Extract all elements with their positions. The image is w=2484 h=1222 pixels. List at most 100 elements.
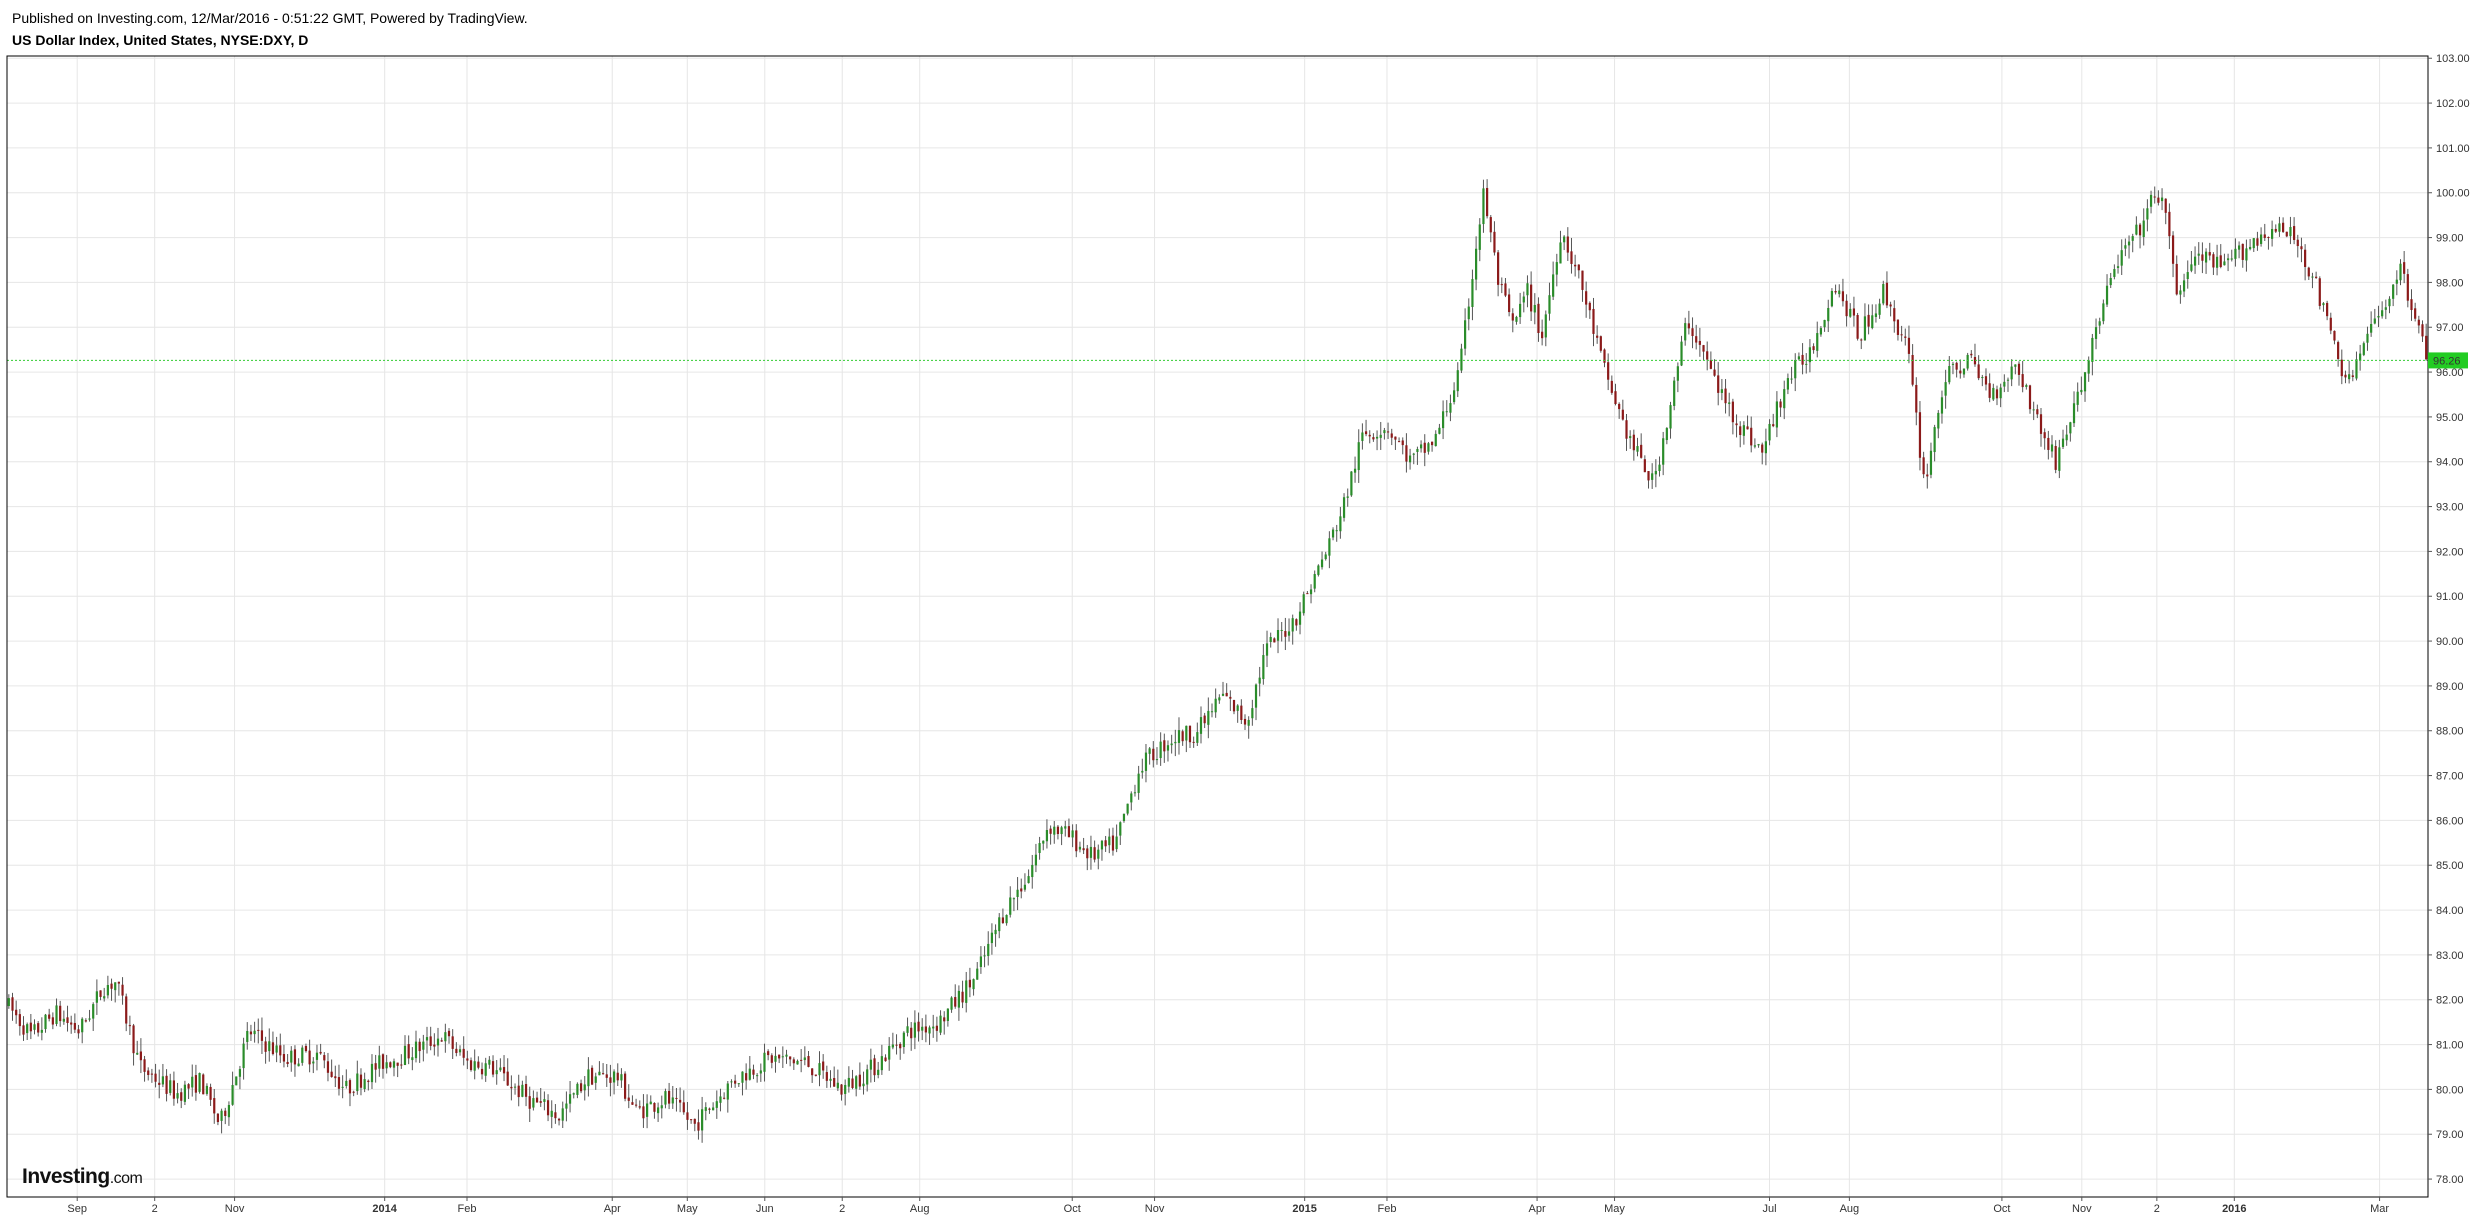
candle-body [807, 1056, 810, 1067]
candle-body [1959, 370, 1962, 374]
candle-body [128, 1025, 131, 1027]
candle [257, 1018, 260, 1044]
candle [1856, 312, 1859, 341]
candle-body [1790, 378, 1793, 380]
candle-body [1629, 436, 1632, 439]
candle [1449, 394, 1452, 422]
candle-body [1651, 473, 1654, 480]
candle [488, 1056, 491, 1069]
candle-body [1504, 283, 1507, 296]
candle [2237, 241, 2241, 259]
candle [866, 1064, 869, 1092]
candle-body [1229, 696, 1232, 699]
candle [1918, 401, 1922, 471]
candle-body [411, 1057, 414, 1061]
candle [1944, 369, 1947, 409]
candle [1812, 343, 1815, 354]
candle-body [917, 1021, 920, 1032]
candle [2337, 340, 2340, 367]
candle-body [2340, 359, 2343, 377]
candle [1819, 326, 1823, 337]
candle [1757, 443, 1760, 448]
candle-body [2168, 211, 2171, 237]
candle [224, 1107, 227, 1125]
candle [1163, 733, 1166, 763]
candle-body [594, 1076, 597, 1083]
candle-body [55, 1005, 58, 1024]
candle [2296, 234, 2299, 258]
candle [796, 1059, 799, 1065]
y-tick-label: 95.00 [2436, 412, 2464, 424]
candle-body [37, 1023, 40, 1033]
candle-body [147, 1070, 150, 1076]
candle-body [1130, 793, 1133, 803]
x-tick-label: 2 [2154, 1203, 2160, 1215]
candle-body [2219, 255, 2222, 267]
candle [2094, 318, 2098, 350]
candle-body [2329, 317, 2332, 331]
candle [1313, 570, 1316, 593]
candle [572, 1092, 575, 1099]
candle-body [1621, 409, 1624, 420]
candle-body [2311, 276, 2314, 278]
candle [1563, 235, 1566, 251]
candle-body [1680, 341, 1683, 366]
candle [521, 1080, 524, 1098]
candle [1093, 840, 1096, 863]
candle [297, 1058, 300, 1067]
candle [1203, 712, 1206, 729]
candle-body [517, 1085, 520, 1098]
candle-body [2259, 234, 2263, 244]
candle-body [2289, 227, 2292, 237]
candle [701, 1096, 704, 1143]
candle-body [1430, 441, 1434, 446]
candle [2116, 254, 2120, 274]
candle [1361, 423, 1364, 450]
candle-body [444, 1032, 447, 1042]
candle [407, 1035, 410, 1065]
candle-body [1456, 370, 1459, 392]
candle-body [1445, 411, 1448, 413]
candle [847, 1066, 850, 1093]
candle-body [1284, 631, 1287, 637]
candle-body [2263, 234, 2266, 238]
candle-body [1486, 187, 1489, 217]
candle-body [961, 991, 964, 1003]
candle-body [1497, 252, 1500, 285]
candle-body [1599, 336, 1602, 351]
candle [734, 1074, 737, 1088]
candle [1874, 304, 1878, 323]
candle [671, 1085, 674, 1109]
candle-body [1133, 792, 1137, 794]
candle-body [1552, 274, 1555, 297]
candle-body [1093, 847, 1096, 860]
candle-body [763, 1052, 766, 1072]
candle-body [2127, 241, 2131, 246]
candle-body [1896, 319, 1900, 335]
candle-body [345, 1080, 348, 1087]
candle-body [506, 1071, 509, 1086]
candle-body [524, 1083, 528, 1097]
plot-frame [6, 55, 2429, 1198]
candle-body [2406, 274, 2409, 301]
candle-body [374, 1063, 377, 1070]
candle [1907, 325, 1911, 364]
candle [2193, 246, 2197, 274]
candle [594, 1072, 597, 1090]
candle [1878, 298, 1881, 319]
candle-body [502, 1067, 506, 1074]
candle-body [1548, 295, 1551, 314]
candle-body [1489, 217, 1492, 233]
candle [2271, 220, 2274, 247]
candle-body [924, 1026, 927, 1033]
candle-body [15, 1009, 18, 1016]
candle-body [902, 1032, 905, 1048]
candle-body [1386, 431, 1390, 433]
candle-body [1596, 335, 1599, 338]
candle [2304, 244, 2307, 281]
candle [1636, 437, 1639, 457]
candle-body [745, 1073, 748, 1081]
candle-body [271, 1042, 275, 1055]
candle [657, 1102, 660, 1122]
